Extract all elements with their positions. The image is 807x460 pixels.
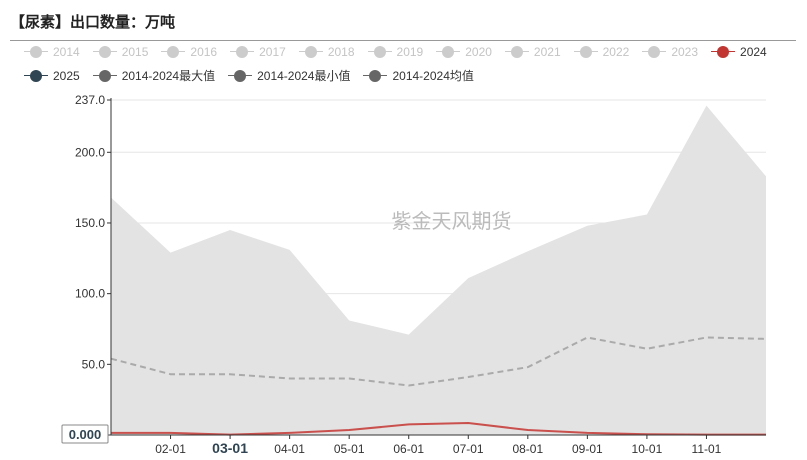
legend-label: 2021 — [533, 44, 561, 59]
legend-item-2019[interactable]: 2019 — [367, 44, 424, 59]
legend-item-2017[interactable]: 2017 — [230, 45, 286, 59]
legend-marker-icon — [573, 45, 598, 58]
legend-item-2025[interactable]: 2025 — [24, 69, 80, 83]
legend-label: 2015 — [121, 44, 149, 59]
legend-item-2016[interactable]: 2016 — [161, 45, 217, 59]
legend-marker-icon — [92, 45, 117, 58]
y-tick-label: 100.0 — [75, 287, 105, 301]
series-line-mean — [110, 336, 767, 387]
legend-label: 2014 — [53, 44, 80, 59]
y-axis-pointer-box — [61, 424, 109, 444]
legend-marker-icon — [228, 69, 253, 82]
legend-row-2: 2025 2014-2024最大值 2014-2024最小值 2014-2024均值 — [24, 66, 784, 85]
legend-marker-icon — [642, 45, 667, 58]
chart-title: 【尿素】出口数量：万吨 — [10, 13, 176, 31]
y-tick-label: 150.0 — [75, 216, 105, 230]
legend-label: 2018 — [327, 44, 355, 59]
y-tick-label: 50.0 — [82, 357, 106, 371]
legend-label: 2014-2024均值 — [392, 69, 474, 83]
legend-item-2014[interactable]: 2014 — [24, 45, 80, 59]
legend-item-2015[interactable]: 2015 — [92, 44, 149, 59]
legend-marker-icon — [161, 45, 186, 58]
x-tick-label: 10-01 — [632, 442, 663, 456]
x-tick-label: 05-01 — [334, 442, 365, 456]
x-tick-label: 07-01 — [453, 442, 484, 456]
legend-marker-icon — [298, 45, 323, 58]
legend-item-2022[interactable]: 2022 — [573, 44, 630, 59]
y-tick-label: 200.0 — [75, 145, 105, 159]
watermark: 紫金天风期货 — [392, 209, 512, 233]
legend-marker-icon — [24, 69, 48, 82]
legend-item-2014-2024均值[interactable]: 2014-2024均值 — [363, 67, 474, 84]
legend-item-2014-2024最小值[interactable]: 2014-2024最小值 — [228, 67, 350, 84]
legend-item-2024[interactable]: 2024 — [711, 45, 767, 59]
legend: 2014 2015 2016 2017 2018 2019 2020 2021 2022 2023… — [24, 42, 784, 90]
legend-label: 2019 — [396, 44, 424, 59]
legend-label: 2020 — [465, 44, 492, 59]
legend-label: 2016 — [190, 44, 218, 59]
legend-label: 2024 — [740, 44, 767, 59]
legend-marker-icon — [24, 45, 48, 58]
legend-item-2023[interactable]: 2023 — [642, 45, 698, 59]
x-tick-label: 11-01 — [692, 442, 722, 456]
legend-marker-icon — [92, 69, 117, 82]
legend-item-2014-2024最大值[interactable]: 2014-2024最大值 — [92, 67, 216, 84]
legend-label: 2025 — [53, 68, 80, 83]
title-divider — [10, 40, 796, 41]
x-tick-label: 03-01 — [212, 440, 248, 456]
legend-label: 2017 — [259, 44, 286, 59]
legend-label: 2022 — [602, 44, 630, 59]
legend-marker-icon — [711, 45, 736, 58]
legend-marker-icon — [230, 45, 255, 58]
x-tick-label: 04-01 — [274, 442, 305, 456]
x-tick-label: 06-01 — [393, 442, 424, 456]
y-tick-label: 0.000 — [69, 427, 102, 442]
legend-row-1: 2014 2015 2016 2017 2018 2019 2020 2021 2022 2023… — [24, 42, 784, 61]
x-tick-label: 08-01 — [512, 442, 543, 456]
x-tick-label: 02-01 — [155, 442, 186, 456]
legend-marker-icon — [363, 69, 388, 82]
legend-item-2018[interactable]: 2018 — [298, 44, 355, 59]
legend-label: 2014-2024最小值 — [257, 69, 351, 83]
legend-item-2020[interactable]: 2020 — [436, 45, 492, 59]
legend-marker-icon — [436, 45, 461, 58]
series-line-2024 — [111, 421, 766, 436]
y-tick-label: 237.0 — [75, 93, 105, 107]
series-area-max-min — [111, 105, 766, 436]
legend-marker-icon — [367, 45, 392, 58]
x-tick-label: 09-01 — [572, 442, 603, 456]
legend-label: 2014-2024最大值 — [121, 69, 216, 83]
legend-label: 2023 — [671, 44, 699, 59]
legend-marker-icon — [504, 45, 529, 58]
legend-item-2021[interactable]: 2021 — [504, 44, 561, 59]
